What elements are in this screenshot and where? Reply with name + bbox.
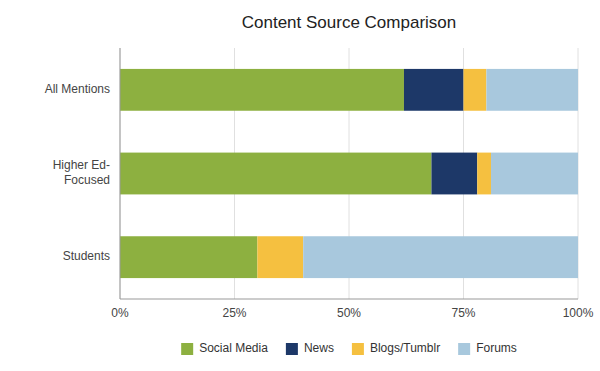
legend-label: Social Media bbox=[199, 341, 268, 355]
legend-item: News bbox=[286, 341, 334, 355]
legend-item: Blogs/Tumblr bbox=[352, 341, 440, 355]
x-tick-label: 25% bbox=[222, 306, 246, 320]
legend: Social Media News Blogs/Tumblr Forums bbox=[181, 341, 517, 355]
x-tick-label: 75% bbox=[451, 306, 475, 320]
legend-label: News bbox=[304, 341, 334, 355]
title: Content Source Comparison bbox=[242, 13, 457, 32]
grid-line bbox=[120, 48, 121, 299]
x-axis-line bbox=[120, 299, 578, 300]
legend-item: Social Media bbox=[181, 341, 268, 355]
x-tick-label: 0% bbox=[111, 306, 129, 320]
legend-label: Blogs/Tumblr bbox=[370, 341, 440, 355]
category-label-line: Higher Ed- bbox=[53, 158, 110, 172]
bar-segment bbox=[257, 236, 303, 278]
category-label: Students bbox=[63, 249, 110, 263]
category-label: Higher Ed-Focused bbox=[53, 158, 110, 186]
bar-segment bbox=[431, 153, 477, 195]
legend-swatch bbox=[352, 343, 364, 355]
legend-item: Forums bbox=[458, 341, 517, 355]
category-label-line: All Mentions bbox=[45, 82, 110, 96]
bar-segment bbox=[303, 236, 578, 278]
bars bbox=[120, 69, 578, 278]
legend-label: Forums bbox=[476, 341, 517, 355]
legend-swatch bbox=[181, 343, 193, 355]
bar-segment bbox=[486, 69, 578, 111]
legend-swatch bbox=[458, 343, 470, 355]
bar-segment bbox=[404, 69, 464, 111]
bar-segment bbox=[120, 236, 257, 278]
bar-segment bbox=[464, 69, 487, 111]
category-label-line: Students bbox=[63, 249, 110, 263]
category-label: All Mentions bbox=[45, 82, 110, 96]
bar-segment bbox=[120, 153, 431, 195]
category-label-line: Focused bbox=[64, 173, 110, 187]
legend-swatch bbox=[286, 343, 298, 355]
bar-segment bbox=[477, 153, 491, 195]
bar-segment bbox=[120, 69, 404, 111]
x-tick-label: 50% bbox=[337, 306, 361, 320]
y-axis-line bbox=[120, 48, 121, 299]
chart: Content Source Comparison 0% 25% 50% 75% 100%… bbox=[0, 0, 600, 371]
bar-segment bbox=[491, 153, 578, 195]
x-tick-label: 100% bbox=[563, 306, 594, 320]
grid bbox=[120, 48, 578, 299]
